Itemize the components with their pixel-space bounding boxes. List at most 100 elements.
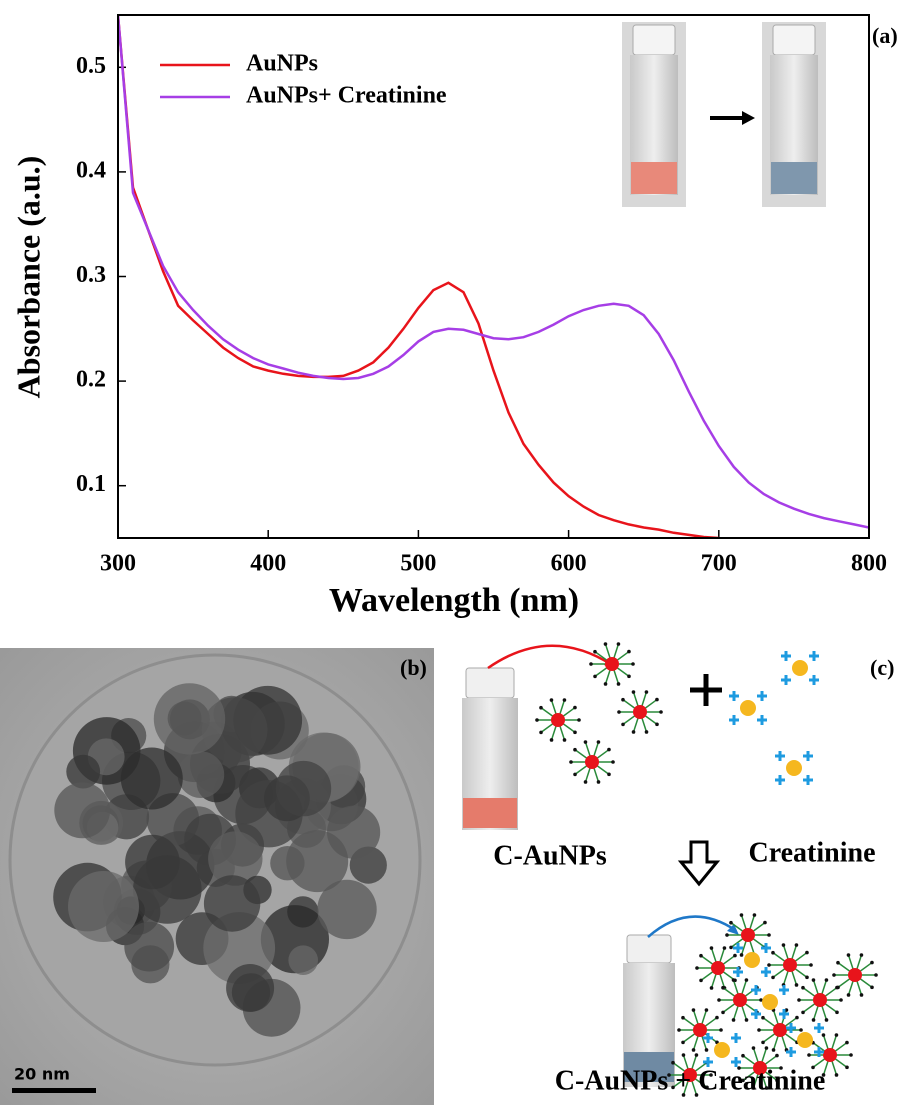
- gold-np: [633, 705, 647, 719]
- gold-np: [783, 958, 797, 972]
- ligand-end: [717, 998, 721, 1002]
- ligand-end: [765, 1046, 769, 1050]
- ligand-end: [584, 740, 588, 744]
- vial-liquid-red: [463, 798, 517, 828]
- ligand-end: [807, 1053, 811, 1057]
- ligand-end: [535, 718, 539, 722]
- creatinine: [786, 760, 802, 776]
- vial-cap: [773, 25, 815, 55]
- ligand-end: [645, 690, 649, 694]
- ligand-end: [695, 1053, 699, 1057]
- ligand-end: [767, 963, 771, 967]
- ligand-end: [645, 730, 649, 734]
- y-tick-label: 0.3: [76, 262, 106, 288]
- gold-np: [605, 657, 619, 671]
- nanoparticle: [288, 945, 318, 975]
- ligand-end: [577, 718, 581, 722]
- ligand-end: [617, 682, 621, 686]
- ligand-end: [597, 740, 601, 744]
- ligand-end: [761, 1016, 765, 1020]
- ligand-end: [569, 760, 573, 764]
- ligand-end: [805, 976, 809, 980]
- ligand-end: [539, 706, 543, 710]
- panel-label: (c): [870, 655, 894, 680]
- scale-bar: [12, 1088, 96, 1093]
- ligand-end: [682, 1053, 686, 1057]
- ligand-end: [627, 675, 631, 679]
- ligand-end: [836, 986, 840, 990]
- ligand-end: [695, 966, 699, 970]
- ligand-end: [860, 993, 864, 997]
- creatinine: [792, 660, 808, 676]
- ligand-end: [729, 921, 733, 925]
- ligand-end: [627, 650, 631, 654]
- ligand-end: [631, 662, 635, 666]
- ligand-end: [617, 642, 621, 646]
- ligand-end: [767, 933, 771, 937]
- x-tick-label: 800: [851, 551, 887, 577]
- ligand-end: [604, 682, 608, 686]
- gold-np: [733, 993, 747, 1007]
- gold-np: [585, 755, 599, 769]
- creatinine: [714, 1042, 730, 1058]
- ligand-end: [740, 953, 744, 957]
- nanoparticle: [133, 855, 202, 924]
- ligand-end: [741, 1054, 745, 1058]
- vial-cap: [627, 935, 671, 963]
- ligand-end: [617, 710, 621, 714]
- ligand-end: [733, 954, 737, 958]
- ligand-end: [681, 1016, 685, 1020]
- ligand-end: [757, 1028, 761, 1032]
- ligand-end: [836, 961, 840, 965]
- x-tick-label: 500: [400, 551, 436, 577]
- page: (a) Wavelength (nm) Absorbance (a.u.) (b…: [0, 0, 909, 1105]
- y-tick-label: 0.1: [76, 471, 106, 497]
- ligand-end: [740, 913, 744, 917]
- figure: (a) Wavelength (nm) Absorbance (a.u.) (b…: [0, 0, 909, 1105]
- y-tick-label: 0.5: [76, 53, 106, 79]
- ligand-end: [573, 706, 577, 710]
- nanoparticle: [204, 875, 260, 931]
- panel-label: (a): [872, 23, 898, 48]
- ligand-end: [721, 1011, 725, 1015]
- ligand-end: [607, 773, 611, 777]
- nanoparticle: [226, 964, 274, 1012]
- y-axis-label: Absorbance (a.u.): [10, 156, 46, 399]
- ligand-end: [721, 986, 725, 990]
- ligand-end: [593, 650, 597, 654]
- ligand-end: [825, 1018, 829, 1022]
- creatinine: [797, 1032, 813, 1048]
- ligand-end: [797, 998, 801, 1002]
- curved-arrow: [648, 917, 735, 937]
- ligand-end: [835, 1033, 839, 1037]
- vial-inset: [622, 22, 826, 207]
- nanoparticle: [327, 806, 380, 859]
- ligand-end: [715, 1016, 719, 1020]
- ligand-end: [847, 953, 851, 957]
- ligand-end: [870, 961, 874, 965]
- nanoparticle: [178, 751, 225, 798]
- ligand-end: [550, 738, 554, 742]
- panel-label: (b): [400, 655, 427, 680]
- ligand-end: [611, 760, 615, 764]
- ligand-end: [753, 913, 757, 917]
- ligand-end: [847, 993, 851, 997]
- ligand-end: [597, 780, 601, 784]
- x-tick-label: 600: [551, 551, 587, 577]
- ligand-end: [782, 943, 786, 947]
- ligand-end: [699, 979, 703, 983]
- ligand-end: [573, 731, 577, 735]
- ligand-end: [539, 731, 543, 735]
- ligand-end: [725, 933, 729, 937]
- ligand-end: [621, 698, 625, 702]
- ligand-end: [593, 675, 597, 679]
- ligand-end: [723, 946, 727, 950]
- gold-np: [693, 1023, 707, 1037]
- scheme-label: Creatinine: [748, 837, 875, 868]
- ligand-end: [822, 1033, 826, 1037]
- ligand-end: [812, 978, 816, 982]
- gold-np: [823, 1048, 837, 1062]
- scale-bar-label: 20 nm: [14, 1065, 70, 1084]
- ligand-end: [799, 1028, 803, 1032]
- gold-np: [741, 928, 755, 942]
